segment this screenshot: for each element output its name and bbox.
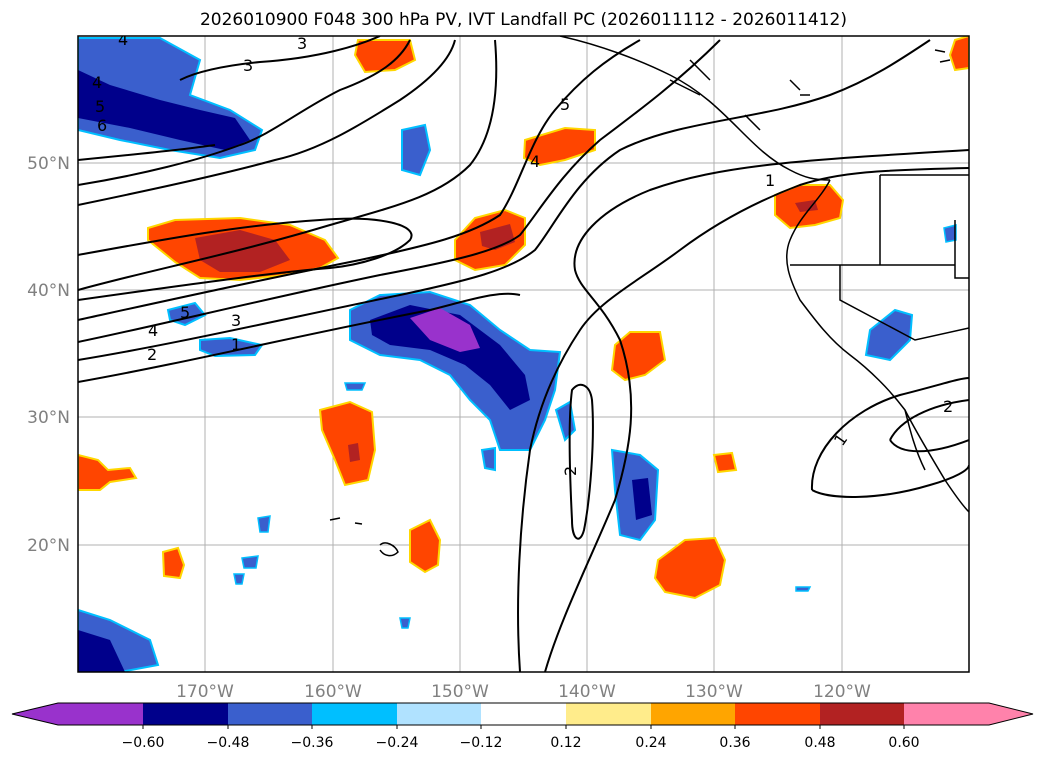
contour-label: 4 — [530, 152, 540, 171]
contour-label: 5 — [560, 95, 570, 114]
colorbar-swatch — [312, 703, 397, 725]
map-title: 2026010900 F048 300 hPa PV, IVT Landfall… — [199, 10, 847, 30]
map-plot-area: 4 4 5 6 3 3 5 4 1 5 4 3 2 1 2 1 2 — [78, 30, 969, 672]
lon-label: 150°W — [431, 682, 489, 702]
lat-label: 20°N — [27, 536, 70, 556]
colorbar-tick-label: −0.12 — [460, 735, 503, 751]
lon-label: 170°W — [176, 682, 234, 702]
lon-label: 140°W — [558, 682, 616, 702]
lon-label: 130°W — [685, 682, 743, 702]
colorbar-swatch — [143, 703, 228, 725]
contour-label: 4 — [148, 321, 158, 340]
contour-label: 1 — [765, 171, 775, 190]
colorbar-swatch — [735, 703, 820, 725]
lon-label: 120°W — [813, 682, 871, 702]
lat-label: 40°N — [27, 281, 70, 301]
colorbar-tick-label: −0.60 — [122, 735, 165, 751]
lat-label: 30°N — [27, 408, 70, 428]
colorbar-tick-label: 0.48 — [804, 735, 835, 751]
contour-label: 1 — [231, 335, 241, 354]
colorbar-tick-label: −0.48 — [207, 735, 250, 751]
contour-label: 2 — [943, 397, 953, 416]
colorbar: −0.60 −0.48 −0.36 −0.24 −0.12 0.12 0.24 … — [11, 702, 1034, 751]
colorbar-swatch — [820, 703, 904, 725]
contour-label: 3 — [243, 56, 253, 75]
colorbar-swatch — [566, 703, 651, 725]
contour-label: 3 — [297, 34, 307, 53]
pv-contours — [78, 36, 969, 672]
colorbar-tick-label: 0.60 — [888, 735, 919, 751]
colorbar-swatch — [397, 703, 481, 725]
colorbar-tick-label: −0.24 — [376, 735, 419, 751]
contour-label: 3 — [231, 311, 241, 330]
colorbar-swatch — [228, 703, 312, 725]
lat-label: 50°N — [27, 154, 70, 174]
colorbar-ticks — [142, 725, 905, 729]
contour-labels: 4 4 5 6 3 3 5 4 1 5 4 3 2 1 2 1 2 — [92, 30, 953, 476]
colorbar-swatch — [58, 703, 143, 725]
colorbar-swatch — [651, 703, 735, 725]
contour-label: 5 — [180, 303, 190, 322]
colorbar-tick-label: −0.36 — [291, 735, 334, 751]
contour-label: 5 — [95, 97, 105, 116]
colorbar-tick-label: 0.24 — [635, 735, 666, 751]
colorbar-tick-label: 0.36 — [719, 735, 750, 751]
colorbar-swatch — [481, 703, 566, 725]
contour-label: 4 — [92, 73, 102, 92]
map-frame — [77, 35, 970, 673]
contour-label: 6 — [97, 116, 107, 135]
colorbar-min-extend — [12, 703, 58, 725]
longitude-labels: 170°W 160°W 150°W 140°W 130°W 120°W — [176, 682, 871, 702]
lon-label: 160°W — [304, 682, 362, 702]
colorbar-outline — [11, 702, 1034, 726]
coastlines — [329, 36, 969, 557]
contour-label: 2 — [561, 466, 580, 476]
contour-label: 2 — [147, 345, 157, 364]
latitude-labels: 50°N 40°N 30°N 20°N — [27, 154, 70, 556]
colorbar-tick-label: 0.12 — [550, 735, 581, 751]
colorbar-max-extend — [989, 703, 1033, 725]
colorbar-swatch — [904, 703, 989, 725]
contour-label: 4 — [118, 30, 128, 49]
